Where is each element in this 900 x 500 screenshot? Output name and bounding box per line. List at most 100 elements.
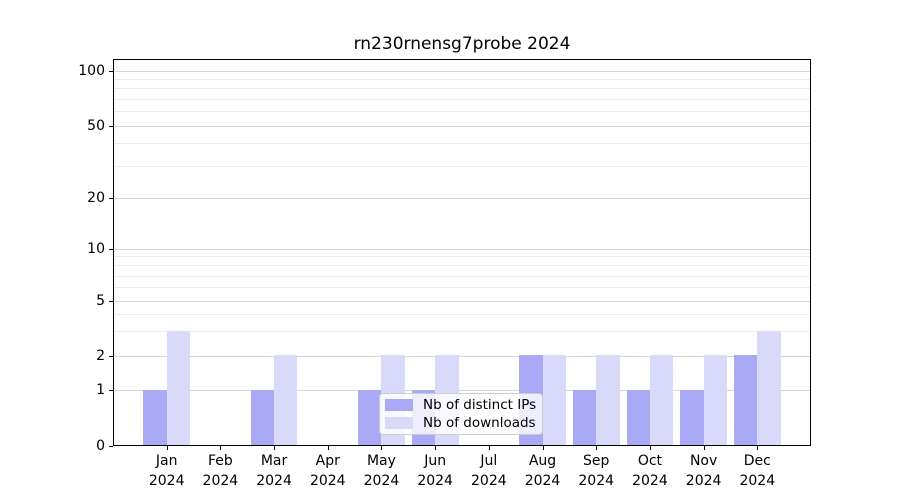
x-axis-tick-label-line: 2024 (148, 473, 185, 489)
major-gridline (114, 198, 810, 199)
x-axis-tick-label-line: 2024 (632, 473, 668, 489)
x-axis-tick (488, 446, 490, 450)
x-axis-tick-label-line: 2024 (202, 473, 239, 489)
x-axis-tick (649, 446, 651, 450)
bar-downloads (649, 355, 674, 445)
x-axis-tick-label-line: Mar (260, 453, 288, 469)
minor-gridline (114, 98, 810, 100)
minor-gridline (114, 265, 810, 267)
legend-swatch-distinct-ips-icon (385, 399, 413, 412)
x-axis-tick-label-line: 2024 (471, 473, 507, 489)
x-axis-tick (220, 446, 222, 450)
legend-row-distinct-ips: Nb of distinct IPs (385, 397, 536, 413)
x-axis-tick (381, 446, 383, 450)
x-axis-tick (757, 446, 759, 450)
x-axis-tick-label: Jun 2024 (403, 451, 467, 491)
x-axis-tick-label-line: May (366, 453, 396, 469)
bar-distinct-ips (680, 389, 704, 445)
legend-label-distinct-ips: Nb of distinct IPs (423, 397, 537, 414)
y-axis-tick (109, 70, 113, 72)
legend-label-downloads: Nb of downloads (423, 414, 536, 431)
bar-distinct-ips (250, 389, 275, 445)
x-axis-tick-label-line: 2024 (256, 473, 292, 489)
bar-downloads (757, 330, 781, 445)
y-axis-tick-label: 20 (87, 190, 105, 206)
x-axis-tick-label-line: Feb (207, 453, 233, 469)
x-axis-tick-label-line: Sep (583, 453, 610, 469)
minor-gridline (114, 165, 810, 167)
bar-distinct-ips (733, 355, 758, 445)
x-axis-tick (703, 446, 705, 450)
y-axis-tick (109, 390, 113, 391)
y-axis-tick-label: 100 (78, 62, 105, 79)
bar-downloads (703, 355, 727, 445)
y-axis-tick (109, 125, 113, 127)
y-axis-tick-label: 50 (87, 117, 105, 134)
x-axis-tick-label: Sep 2024 (564, 451, 628, 491)
y-axis-tick (109, 301, 113, 302)
y-axis-tick-label: 0 (96, 437, 105, 454)
plot-area (113, 59, 811, 446)
x-axis-tick-label-line: Jul (480, 453, 498, 469)
y-axis-tick-label: 1 (96, 382, 105, 398)
x-axis-tick-label-line: 2024 (685, 473, 722, 489)
bar-downloads (596, 355, 620, 445)
x-axis-tick-label-line: Aug (528, 453, 557, 469)
bar-distinct-ips (572, 389, 597, 445)
y-axis-tick-label: 2 (96, 347, 105, 364)
major-gridline (114, 301, 810, 302)
x-axis-tick-label: Dec 2024 (725, 451, 789, 491)
x-axis-tick-label-line: 2024 (524, 473, 561, 489)
x-axis-tick-label: Apr 2024 (296, 451, 360, 491)
x-axis-tick-label-line: 2024 (309, 473, 346, 489)
major-gridline (114, 125, 810, 127)
major-gridline (114, 248, 810, 250)
y-axis-tick (109, 198, 113, 199)
x-axis-tick (327, 446, 329, 450)
minor-gridline (114, 111, 810, 113)
x-axis-tick-label: Nov 2024 (672, 451, 736, 491)
x-axis-tick-label-line: Jan (155, 453, 178, 469)
legend-swatch-downloads-icon (385, 416, 413, 429)
major-gridline (114, 70, 810, 72)
y-axis-tick (109, 248, 113, 250)
x-axis-tick-label-line: Dec (743, 453, 771, 469)
y-axis-tick (109, 445, 113, 447)
minor-gridline (114, 88, 810, 90)
legend-row-downloads: Nb of downloads (385, 415, 536, 431)
x-axis-tick (542, 446, 544, 450)
legend: Nb of distinct IPs Nb of downloads (379, 393, 543, 435)
x-axis-tick-label-line: Jun (424, 453, 447, 469)
x-axis-tick-label-line: Nov (689, 453, 718, 469)
minor-gridline (114, 331, 810, 333)
x-axis-tick-label-line: 2024 (363, 473, 400, 489)
minor-gridline (114, 275, 810, 277)
bar-distinct-ips (626, 389, 650, 445)
x-axis-tick-label: Feb 2024 (188, 451, 252, 491)
minor-gridline (114, 78, 810, 80)
y-axis-tick-label: 10 (87, 240, 105, 257)
bar-distinct-ips (358, 389, 382, 445)
x-axis-tick-label: Jul 2024 (457, 451, 521, 491)
x-axis-tick-label: Oct 2024 (618, 451, 682, 491)
x-axis-tick-label: Mar 2024 (242, 451, 306, 491)
minor-gridline (114, 143, 810, 145)
y-axis-tick (109, 355, 113, 357)
x-axis-tick-label-line: Apr (315, 453, 340, 469)
y-axis-tick-label: 5 (96, 293, 105, 309)
x-axis-tick-label-line: 2024 (739, 473, 776, 489)
x-axis-tick-label-line: Oct (637, 453, 663, 469)
x-axis-tick-label-line: 2024 (417, 473, 453, 489)
major-gridline (114, 390, 810, 391)
x-axis-tick (435, 446, 437, 450)
minor-gridline (114, 287, 810, 289)
x-axis-tick (596, 446, 598, 450)
x-axis-tick (166, 446, 168, 450)
bar-downloads (274, 355, 298, 445)
x-axis-tick (274, 446, 276, 450)
bar-downloads (166, 330, 191, 445)
minor-gridline (114, 314, 810, 316)
bar-distinct-ips (143, 389, 167, 445)
x-axis-tick-label-line: 2024 (578, 473, 615, 489)
